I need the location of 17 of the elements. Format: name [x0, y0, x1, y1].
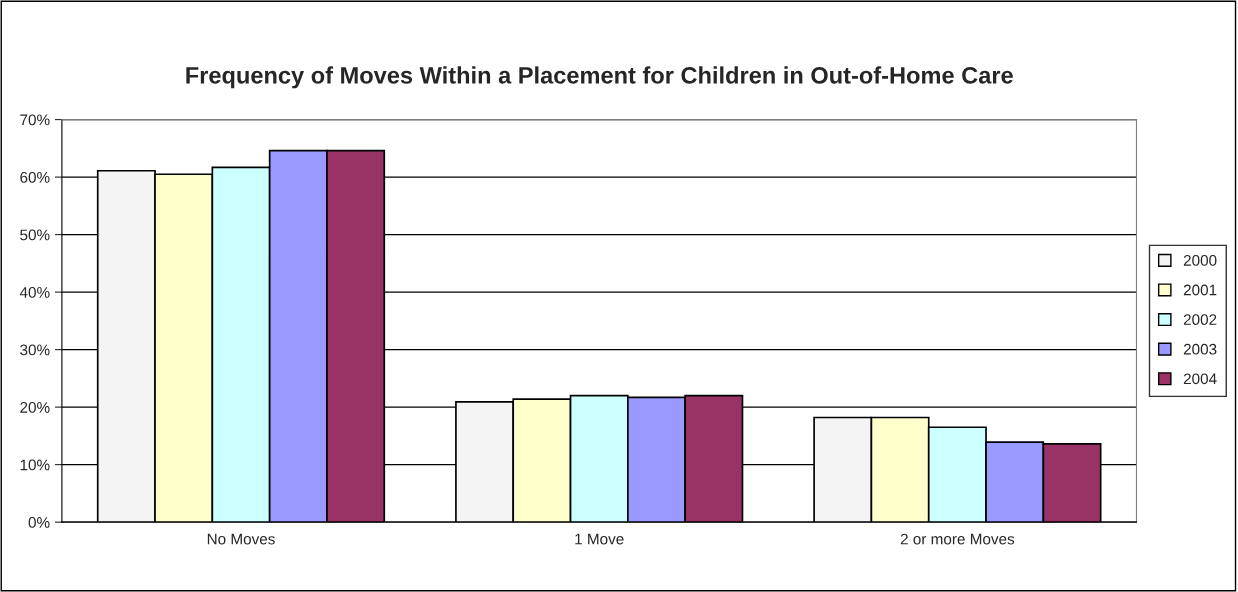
- y-tick-label: 50%: [20, 229, 50, 241]
- legend-label: 2000: [1183, 254, 1217, 266]
- y-tick-label: 70%: [20, 114, 50, 126]
- legend-label: 2001: [1183, 284, 1217, 296]
- legend-label: 2002: [1183, 314, 1217, 326]
- x-tick-label: 1 Move: [575, 533, 624, 545]
- legend-label: 2004: [1183, 373, 1217, 385]
- x-tick-label: No Moves: [207, 533, 275, 545]
- y-tick-label: 20%: [20, 401, 50, 413]
- y-tick-label: 10%: [20, 459, 50, 471]
- legend-label: 2003: [1183, 343, 1217, 355]
- y-tick-label: 40%: [19, 286, 50, 298]
- y-tick-label: 0%: [28, 517, 50, 528]
- chart-title: Frequency of Moves Within a Placement for Children in Out-of-Home Care: [186, 66, 1013, 89]
- y-tick-label: 30%: [20, 344, 50, 356]
- x-tick-label: 2 or more Moves: [900, 533, 1015, 545]
- y-tick-label: 60%: [20, 171, 50, 183]
